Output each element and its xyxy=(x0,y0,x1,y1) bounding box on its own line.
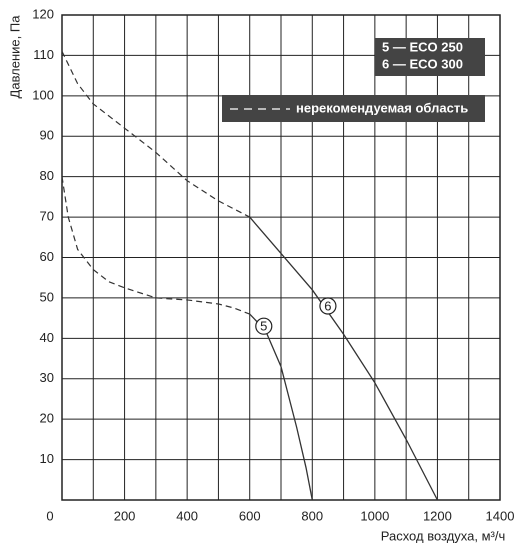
y-tick-label: 10 xyxy=(40,451,54,466)
x-tick-label: 1400 xyxy=(486,508,515,523)
x-tick-label: 800 xyxy=(301,508,323,523)
curve xyxy=(249,216,439,501)
y-tick-label: 60 xyxy=(40,249,54,264)
x-tick-label: 1000 xyxy=(360,508,389,523)
y-tick-label: 70 xyxy=(40,209,54,224)
x-tick-label: 600 xyxy=(239,508,261,523)
legend-box xyxy=(375,38,485,76)
x-tick-label: 400 xyxy=(176,508,198,523)
legend-entry: 6 — ECO 300 xyxy=(382,56,463,71)
curve-dashed xyxy=(61,51,250,218)
legend-entry: нерекомендуемая область xyxy=(296,100,468,115)
legend-entry: 5 — ECO 250 xyxy=(382,39,463,54)
curve-label: 6 xyxy=(324,298,331,313)
y-tick-label: 110 xyxy=(33,47,54,62)
plot-frame xyxy=(61,14,501,501)
x-axis-label: Расход воздуха, м³/ч xyxy=(381,528,506,543)
y-tick-label: 30 xyxy=(40,370,54,385)
y-tick-label: 120 xyxy=(32,6,54,21)
y-tick-label: 100 xyxy=(32,87,54,102)
curve-label-circle xyxy=(319,297,337,315)
y-tick-label: 90 xyxy=(40,128,54,143)
x-tick-label: 0 xyxy=(46,508,53,523)
curve-label: 5 xyxy=(260,319,267,334)
y-tick-label: 20 xyxy=(40,411,54,426)
y-tick-label: 50 xyxy=(40,289,54,304)
y-tick-label: 80 xyxy=(40,168,54,183)
curve-dashed xyxy=(61,176,250,315)
x-tick-label: 1200 xyxy=(423,508,452,523)
x-tick-label: 200 xyxy=(114,508,136,523)
y-axis-label: Давление, Па xyxy=(7,15,22,99)
y-tick-label: 40 xyxy=(40,330,54,345)
curve-label-circle xyxy=(255,317,273,335)
